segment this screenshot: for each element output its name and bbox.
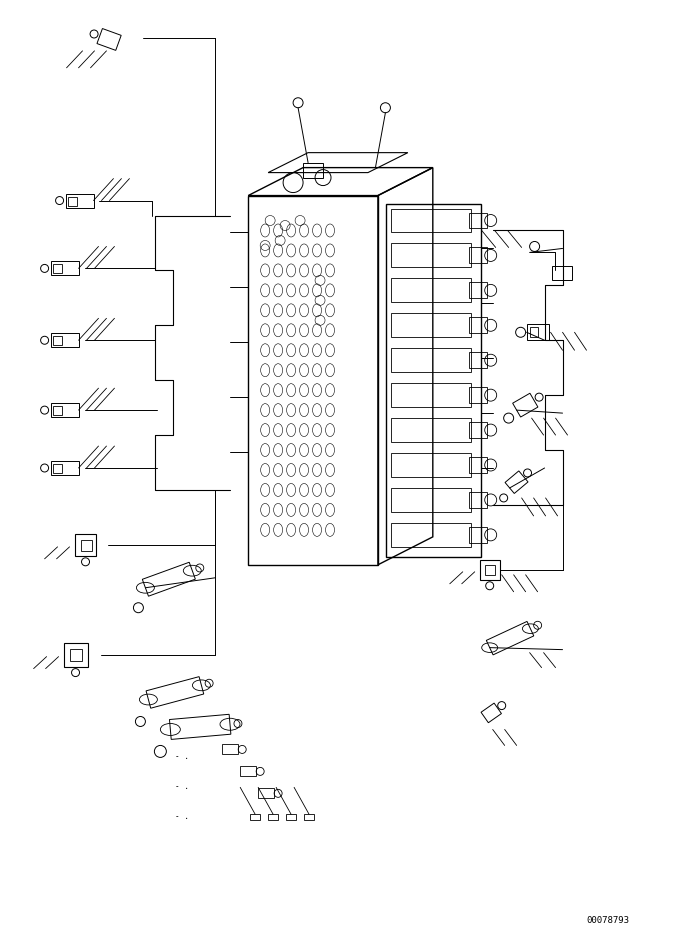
Bar — [527, 325, 548, 340]
Bar — [50, 262, 78, 276]
Bar — [53, 406, 62, 416]
Bar — [479, 560, 500, 580]
Bar — [469, 492, 487, 507]
Bar — [53, 464, 62, 473]
Bar — [469, 457, 487, 473]
Bar — [68, 197, 77, 205]
Bar — [222, 745, 238, 754]
Bar — [469, 248, 487, 264]
Bar — [391, 453, 471, 477]
Bar — [391, 313, 471, 338]
Bar — [74, 534, 96, 556]
Bar — [391, 488, 471, 512]
Bar — [70, 649, 82, 660]
Bar — [391, 244, 471, 267]
Bar — [552, 266, 572, 280]
Bar — [240, 766, 256, 777]
Bar — [469, 422, 487, 438]
Bar — [391, 384, 471, 407]
Bar — [469, 387, 487, 403]
Bar — [391, 279, 471, 302]
Bar — [50, 403, 78, 417]
Bar — [469, 353, 487, 369]
Bar — [80, 540, 91, 551]
Text: - .: - . — [175, 752, 189, 762]
Bar — [53, 336, 62, 345]
Bar — [258, 788, 274, 798]
Text: - .: - . — [175, 782, 189, 792]
Bar — [391, 208, 471, 233]
Bar — [53, 265, 62, 274]
Bar — [391, 522, 471, 547]
Bar — [268, 814, 278, 821]
Bar — [63, 643, 87, 667]
Bar — [303, 162, 323, 177]
Bar — [530, 327, 537, 338]
Text: 00078793: 00078793 — [587, 916, 629, 925]
Bar — [469, 282, 487, 298]
Bar — [304, 814, 314, 821]
Bar — [469, 213, 487, 229]
Bar — [65, 193, 93, 207]
Bar — [391, 348, 471, 372]
Bar — [286, 814, 296, 821]
Bar — [469, 317, 487, 333]
Bar — [391, 418, 471, 442]
Bar — [50, 333, 78, 347]
Bar — [469, 527, 487, 543]
Text: - .: - . — [175, 812, 189, 822]
Bar — [50, 461, 78, 475]
Bar — [250, 814, 260, 821]
Bar — [485, 565, 494, 575]
